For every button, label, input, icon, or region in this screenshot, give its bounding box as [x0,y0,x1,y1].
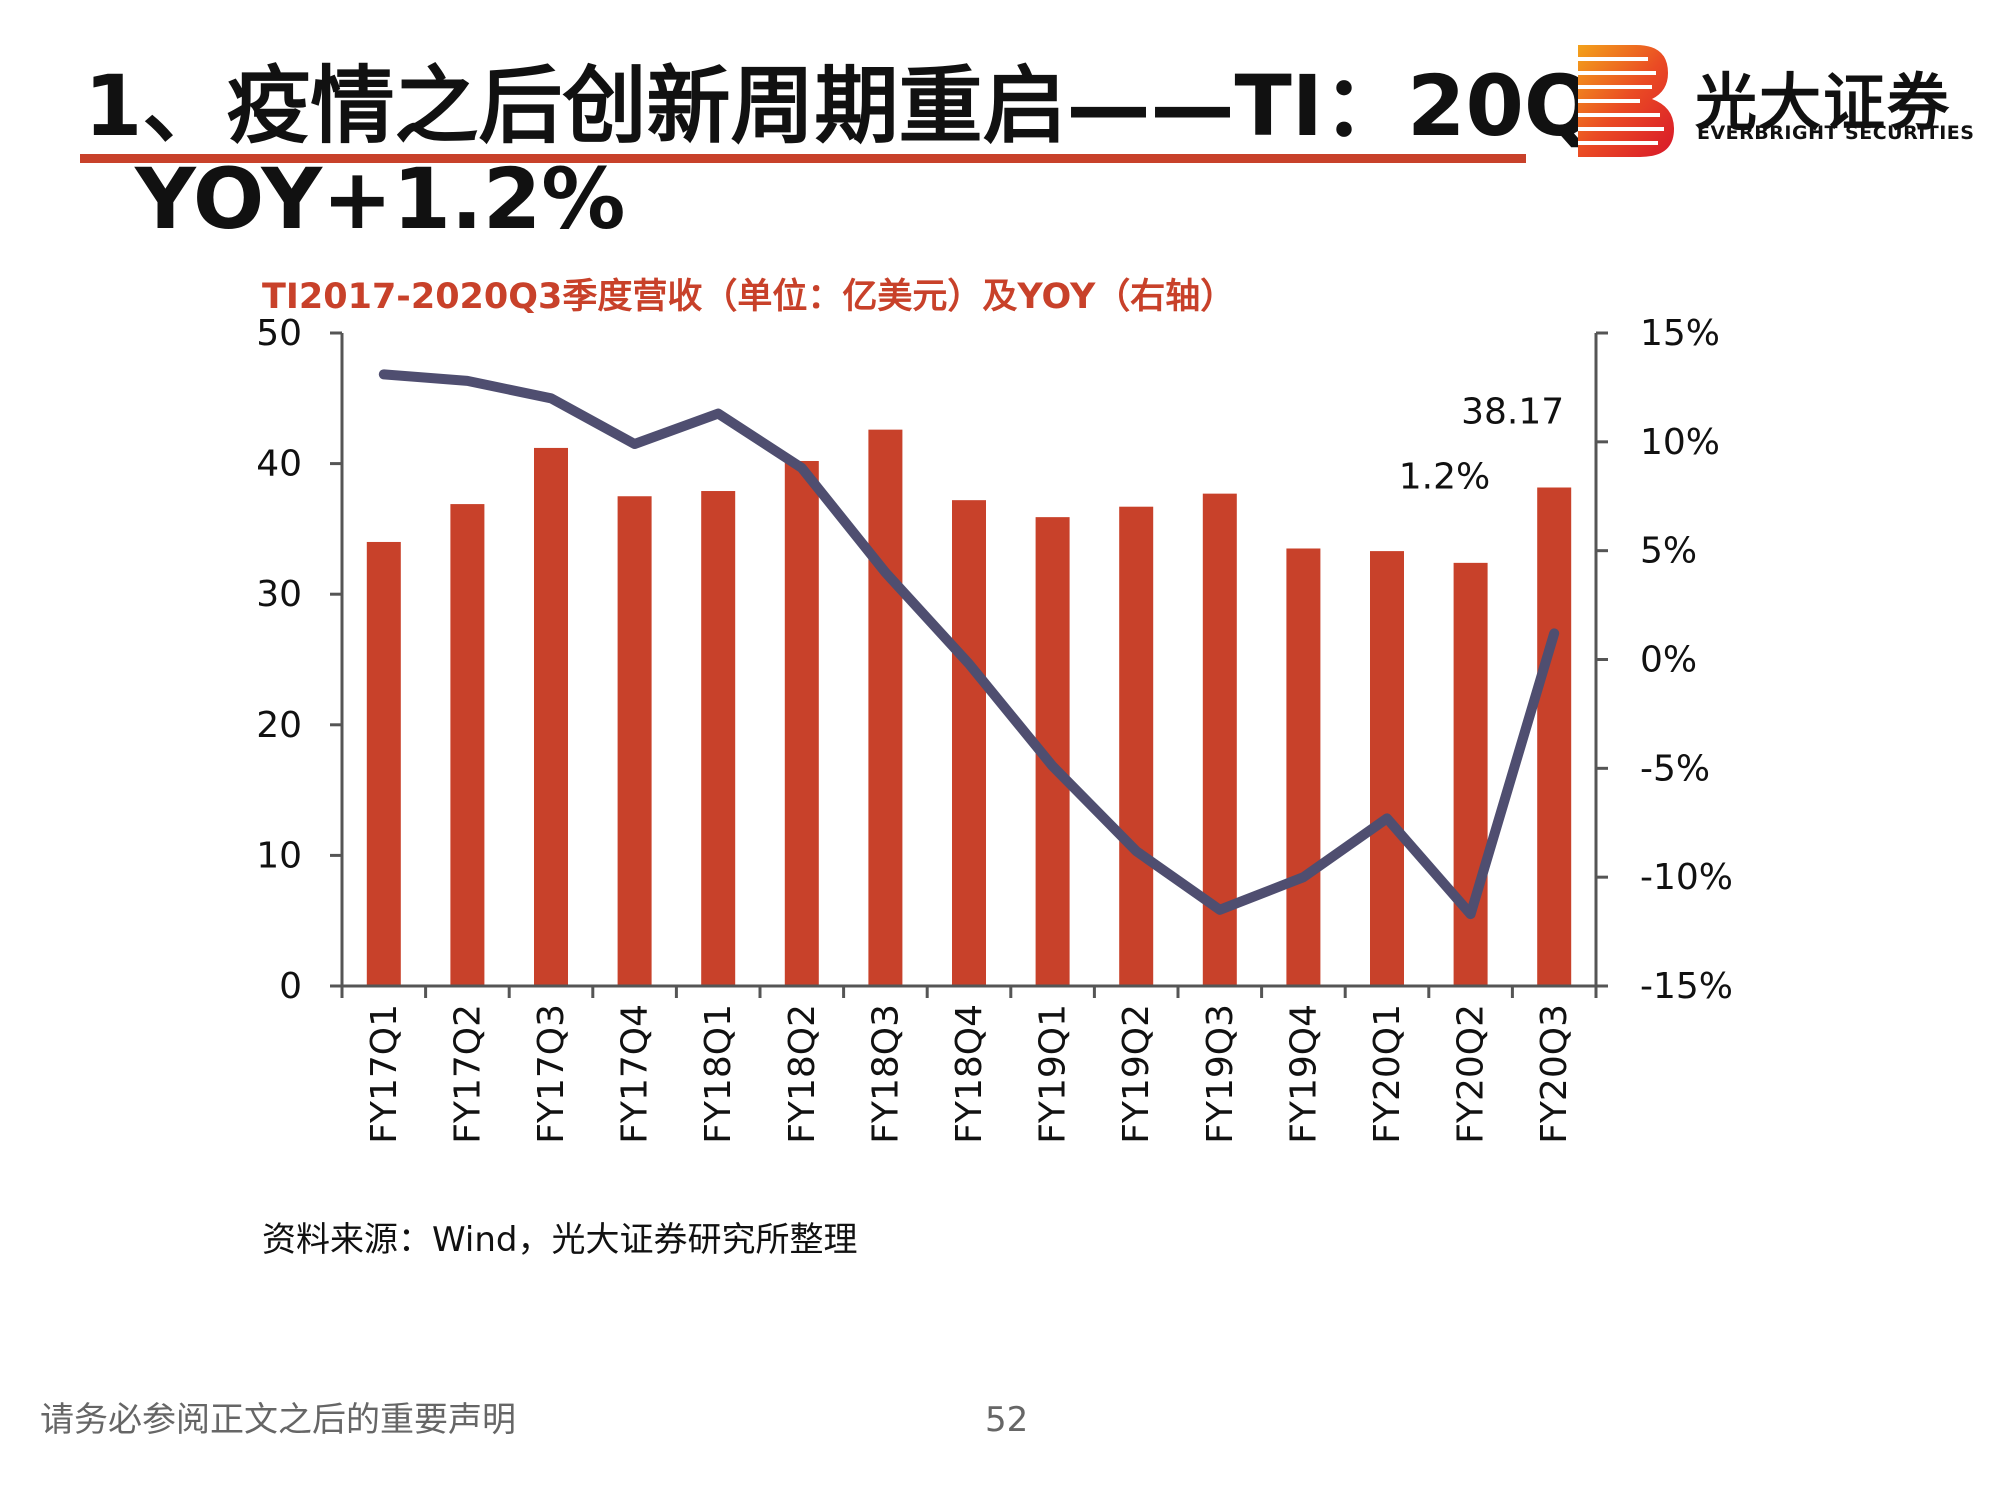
everbright-logo-icon [1578,45,1674,157]
y-right-tick-label: 10% [1640,422,1720,463]
x-tick-label: FY17Q3 [531,1004,572,1144]
x-tick-label: FY20Q3 [1534,1004,1575,1144]
bar-FY18Q3 [868,429,903,986]
x-tick-label: FY19Q2 [1116,1004,1157,1144]
bar-FY18Q1 [701,491,736,986]
y-left-tick-label: 0 [279,966,302,1007]
title-underline [80,154,1526,163]
x-tick-label: FY18Q3 [865,1004,906,1144]
y-right-tick-label: -5% [1640,748,1710,789]
x-tick-label: FY19Q4 [1283,1004,1324,1144]
bar-FY18Q2 [784,460,819,986]
bar-FY17Q2 [450,504,485,986]
y-left-tick-label: 20 [256,705,302,746]
bar-value-label: 38.17 [1461,391,1564,432]
y-right-tick-label: -15% [1640,966,1733,1007]
bar-FY20Q3 [1537,487,1572,986]
bar-FY18Q4 [952,500,986,986]
bar-FY19Q4 [1286,548,1321,986]
y-right-tick-label: 0% [1640,640,1697,681]
x-tick-label: FY17Q1 [364,1004,405,1144]
chart-title: TI2017-2020Q3季度营收（单位：亿美元）及YOY（右轴） [262,277,1236,317]
x-tick-label: FY20Q2 [1451,1004,1492,1144]
line-value-label: 1.2% [1399,456,1490,497]
bar-FY20Q1 [1370,551,1404,986]
yoy-line [378,369,1560,920]
bar-FY19Q2 [1119,506,1154,986]
y-left-tick-label: 10 [256,835,302,876]
bar-FY17Q4 [617,496,652,986]
x-tick-label: FY18Q1 [698,1004,739,1144]
bar-FY17Q1 [366,541,401,986]
y-left-tick-label: 30 [256,574,302,615]
y-right-tick-label: 5% [1640,531,1697,572]
y-right-tick-label: -10% [1640,857,1733,898]
x-tick-label: FY18Q4 [949,1004,990,1144]
page-number: 52 [985,1400,1029,1440]
logo-subtitle: EVERBRIGHT SECURITIES [1697,122,1975,144]
page-title-line2: YOY+1.2% [135,150,626,248]
disclaimer: 请务必参阅正文之后的重要声明 [40,1400,516,1440]
y-right-tick-label: 15% [1640,313,1720,354]
page-title: 1、疫情之后创新周期重启——TI：20Q3 [84,57,1654,155]
bar-FY20Q2 [1453,562,1488,986]
x-tick-label: FY18Q2 [782,1004,823,1144]
source-note: 资料来源：Wind，光大证券研究所整理 [262,1220,858,1260]
y-left-tick-label: 40 [256,444,302,485]
y-left-tick-label: 50 [256,313,302,354]
x-tick-label: FY19Q1 [1033,1004,1074,1144]
bar-FY17Q3 [534,447,568,987]
x-tick-label: FY19Q3 [1200,1004,1241,1144]
logo-name: 光大证券 [1695,66,1952,139]
x-tick-label: FY17Q4 [615,1004,656,1144]
x-tick-label: FY17Q2 [447,1004,488,1144]
x-tick-label: FY20Q1 [1367,1004,1408,1144]
